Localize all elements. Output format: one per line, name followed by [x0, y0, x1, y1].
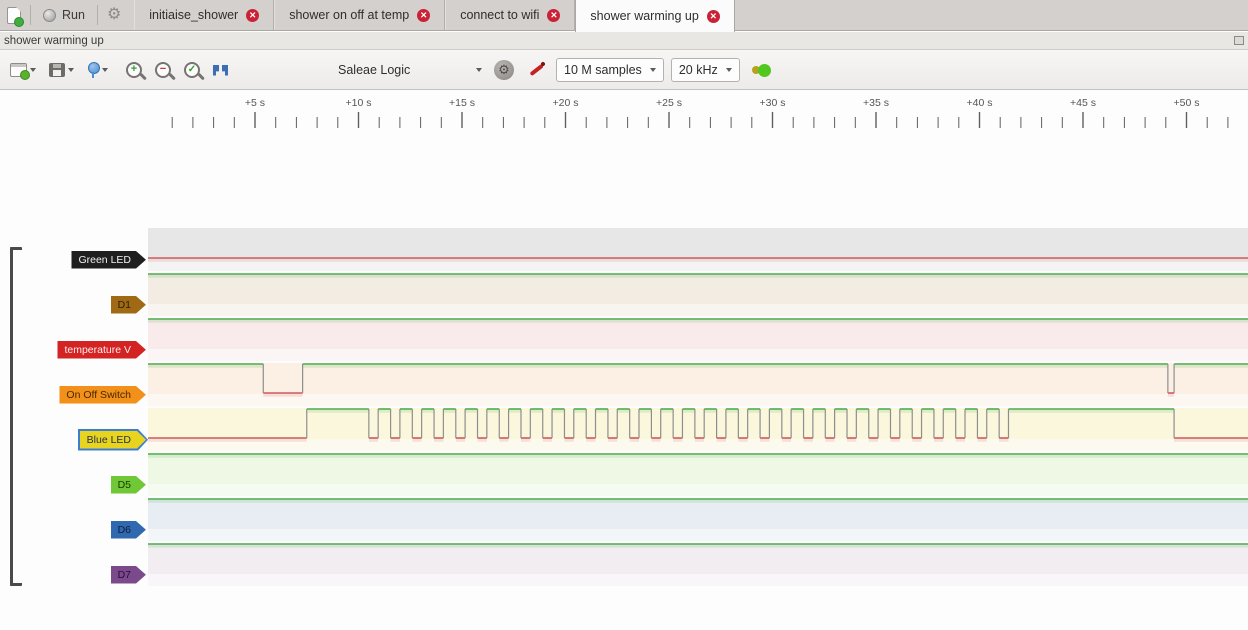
new-view-icon: [10, 62, 30, 80]
session-tab-connect-to-wifi[interactable]: connect to wifi ✕: [445, 0, 576, 30]
sample-rate-select[interactable]: 20 kHz: [670, 57, 740, 82]
chevron-down-icon: [476, 67, 482, 72]
dock-title-bar: shower warming up: [0, 32, 1248, 50]
zoom-fit-icon: ✓: [184, 61, 200, 78]
channel-flag-text: D1: [111, 296, 146, 314]
zoom-in-button[interactable]: +: [122, 58, 146, 82]
configure-device-button[interactable]: ⚙: [490, 56, 518, 84]
sample-rate-value: 20 kHz: [678, 62, 718, 77]
channel-label-blue-led[interactable]: Blue LED: [78, 429, 148, 451]
svg-text:+50 s: +50 s: [1174, 97, 1200, 109]
channel-flag-text: Blue LED: [80, 431, 146, 449]
sample-count-select[interactable]: 10 M samples: [556, 57, 664, 82]
chevron-down-icon: [102, 67, 108, 72]
channel-label-temperature-v[interactable]: temperature V: [57, 341, 146, 359]
channel-flag-text: D5: [111, 476, 146, 494]
save-icon: [49, 62, 65, 77]
svg-text:+35 s: +35 s: [863, 97, 889, 109]
device-select[interactable]: Saleae Logic: [330, 59, 490, 81]
chevron-down-icon: [30, 67, 36, 72]
chevron-down-icon: [649, 67, 656, 72]
svg-text:+30 s: +30 s: [760, 97, 786, 109]
save-session-button[interactable]: [45, 59, 78, 81]
chevron-down-icon: [68, 67, 74, 72]
channel-flag-text: temperature V: [57, 341, 146, 359]
channel-label-d6[interactable]: D6: [111, 521, 146, 539]
separator: [30, 5, 31, 25]
tab-label: connect to wifi: [460, 8, 540, 22]
channel-label-d7[interactable]: D7: [111, 566, 146, 584]
probe-icon: [527, 61, 547, 79]
restore-zoom-button[interactable]: [83, 57, 112, 83]
session-tabs: initiaise_shower ✕ shower on off at temp ✕ c…: [134, 0, 735, 32]
new-view-button[interactable]: [6, 59, 40, 81]
channels-button[interactable]: [523, 57, 551, 83]
channel-flag-text: On Off Switch: [59, 386, 146, 404]
tab-label: shower warming up: [590, 9, 699, 23]
new-session-icon: [7, 6, 24, 27]
tab-close-icon[interactable]: ✕: [246, 8, 260, 22]
channel-label-d1[interactable]: D1: [111, 296, 146, 314]
zoom-out-button[interactable]: −: [151, 58, 175, 82]
zoom-out-icon: −: [155, 61, 171, 78]
session-tab-bar: Run ⚙ initiaise_shower ✕ shower on off at …: [0, 0, 1248, 32]
tab-close-icon[interactable]: ✕: [417, 8, 431, 22]
sigrok-logo-icon: [751, 62, 776, 78]
run-button[interactable]: Run: [33, 0, 95, 30]
show-cursors-button[interactable]: [209, 60, 232, 80]
tab-close-icon[interactable]: ✕: [706, 9, 720, 23]
tab-label: shower on off at temp: [289, 8, 410, 22]
chevron-down-icon: [725, 67, 732, 72]
channel-label-green-led[interactable]: Green LED: [71, 251, 146, 269]
svg-text:+15 s: +15 s: [449, 97, 475, 109]
channel-label-d5[interactable]: D5: [111, 476, 146, 494]
svg-text:+10 s: +10 s: [346, 97, 372, 109]
tab-close-icon[interactable]: ✕: [547, 8, 561, 22]
session-tab-shower-warming-up[interactable]: shower warming up ✕: [575, 0, 735, 32]
channel-labels: Green LED D1 temperature V On Off Switch Blu…: [0, 90, 1248, 630]
dock-float-icon[interactable]: [1234, 36, 1244, 45]
channel-flag-text: Green LED: [71, 251, 146, 269]
svg-text:+40 s: +40 s: [967, 97, 993, 109]
new-session-button[interactable]: [0, 0, 28, 30]
session-tab-initiaise-shower[interactable]: initiaise_shower ✕: [134, 0, 275, 30]
gear-icon: ⚙: [106, 6, 122, 23]
sample-count-value: 10 M samples: [564, 62, 642, 77]
svg-text:+45 s: +45 s: [1070, 97, 1096, 109]
device-select-value: Saleae Logic: [338, 62, 411, 77]
cursors-icon: [213, 64, 228, 76]
zoom-in-icon: +: [126, 61, 142, 78]
channel-group-bracket: [10, 247, 22, 586]
channel-flag-text: D6: [111, 521, 146, 539]
waveform-canvas: +5 s +10 s +15 s +20 s +25 s +30 s +35 s +40 s +…: [148, 97, 1248, 586]
session-tab-shower-on-off-at-temp[interactable]: shower on off at temp ✕: [274, 0, 446, 30]
svg-text:+20 s: +20 s: [553, 97, 579, 109]
main-toolbar: + − ✓ Saleae Logic ⚙ 10 M samples 2: [0, 50, 1248, 90]
trace-view: +5 s +10 s +15 s +20 s +25 s +30 s +35 s +40 s +…: [0, 90, 1248, 630]
zoom-fit-button[interactable]: ✓: [180, 58, 204, 82]
tab-label: initiaise_shower: [149, 8, 239, 22]
channel-flag-text: D7: [111, 566, 146, 584]
run-state-icon: [43, 8, 56, 22]
svg-text:+25 s: +25 s: [656, 97, 682, 109]
run-button-label: Run: [62, 8, 85, 22]
svg-text:+5 s: +5 s: [245, 97, 265, 109]
dock-title: shower warming up: [4, 34, 104, 47]
marker-pin-icon: [87, 61, 100, 79]
separator: [96, 5, 98, 25]
channel-label-on-off-switch[interactable]: On Off Switch: [59, 386, 146, 404]
device-gear-icon: ⚙: [494, 59, 514, 80]
settings-button[interactable]: ⚙: [100, 0, 128, 30]
